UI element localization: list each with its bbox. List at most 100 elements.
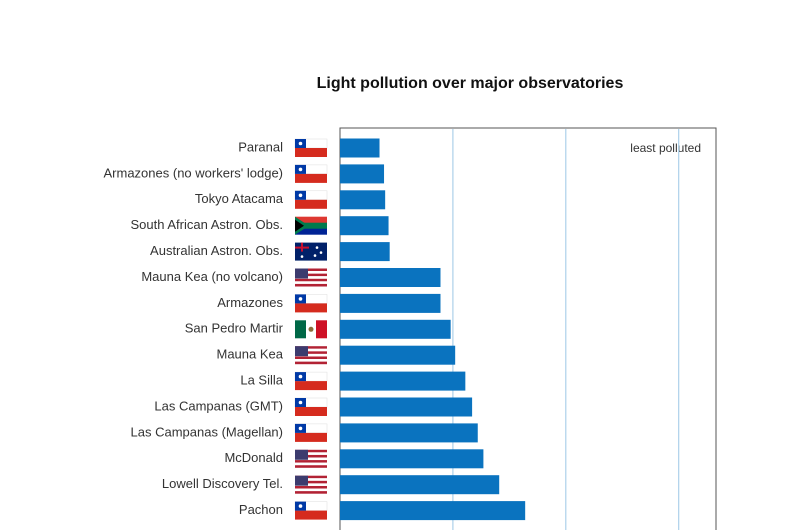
flag-part xyxy=(295,346,308,357)
flag xyxy=(295,320,327,339)
y-tick-label: Pachon xyxy=(239,502,283,517)
y-tick-label: Paranal xyxy=(238,139,283,154)
y-tick-label: Mauna Kea (no volcano) xyxy=(141,269,283,284)
flag-part xyxy=(295,475,327,479)
y-tick-label: Tokyo Atacama xyxy=(195,191,284,206)
y-tick-label: Armazones (no workers' lodge) xyxy=(104,165,284,180)
flag xyxy=(294,397,328,416)
bar xyxy=(340,138,380,158)
flag-part xyxy=(295,225,327,235)
y-tick-label: Las Campanas (GMT) xyxy=(154,398,283,413)
flag-part xyxy=(295,359,327,362)
bar xyxy=(340,501,526,521)
flag-part xyxy=(298,374,303,379)
flag-part xyxy=(295,222,327,229)
flag-part xyxy=(295,351,327,354)
flag-part xyxy=(301,242,303,252)
bar xyxy=(340,397,473,417)
flag-part xyxy=(295,348,327,352)
bar xyxy=(340,216,389,236)
flag-part xyxy=(295,353,327,357)
flag-part xyxy=(295,242,327,261)
flag-part xyxy=(313,254,317,257)
flag-part xyxy=(295,478,327,481)
flag-part xyxy=(295,173,327,183)
flag-part xyxy=(295,278,327,282)
flag-part xyxy=(295,510,327,520)
flag-part xyxy=(295,475,308,486)
flag-part xyxy=(298,504,303,508)
y-tick-label: Mauna Kea xyxy=(217,347,284,362)
flag-part xyxy=(295,454,327,458)
flag-part xyxy=(295,273,327,277)
flag xyxy=(294,138,328,157)
flag-part xyxy=(295,465,327,468)
flag-part xyxy=(295,491,327,494)
flag-part xyxy=(295,283,327,287)
flag-part xyxy=(308,326,314,332)
flag-part xyxy=(295,381,327,391)
flag-part xyxy=(295,462,327,466)
bar xyxy=(340,475,500,495)
flag-part xyxy=(295,271,327,274)
bar xyxy=(340,319,451,339)
bar xyxy=(340,371,466,391)
flag-part xyxy=(295,276,327,279)
flag-part xyxy=(295,361,327,365)
flag-part xyxy=(295,320,306,339)
flag-part xyxy=(295,457,327,461)
flag-part xyxy=(295,452,327,455)
flag-part xyxy=(298,193,303,198)
flag xyxy=(295,268,327,287)
flag-part xyxy=(295,449,308,460)
flag xyxy=(294,294,328,313)
flag-part xyxy=(316,320,327,339)
flag-part xyxy=(295,432,327,442)
flag-part xyxy=(295,216,327,226)
y-tick-label: San Pedro Martir xyxy=(185,321,284,336)
flag xyxy=(295,216,327,235)
bar xyxy=(340,293,441,313)
flag xyxy=(294,190,328,209)
flag xyxy=(294,164,328,183)
bar xyxy=(340,449,484,469)
flag xyxy=(294,501,328,520)
y-tick-label: Lowell Discovery Tel. xyxy=(162,476,283,491)
flag xyxy=(294,371,328,391)
flag-part xyxy=(295,483,327,486)
bar xyxy=(340,345,456,365)
y-tick-label: South African Astron. Obs. xyxy=(131,217,283,232)
flag xyxy=(295,242,327,261)
flag-part xyxy=(295,407,327,416)
flag-part xyxy=(295,460,327,463)
flag-part xyxy=(295,268,308,279)
flag-part xyxy=(295,356,327,360)
bar xyxy=(340,164,385,184)
y-tick-label: Australian Astron. Obs. xyxy=(150,243,283,258)
chart-title: Light pollution over major observatories xyxy=(317,75,624,92)
flag-part xyxy=(298,141,303,146)
flag xyxy=(295,475,327,494)
flag-part xyxy=(300,255,304,258)
annotation: least polluted xyxy=(630,141,701,155)
flag-part xyxy=(295,488,327,492)
y-tick-label: Las Campanas (Magellan) xyxy=(131,424,283,439)
bar xyxy=(340,268,441,287)
flag-part xyxy=(295,303,327,313)
y-tick-label: McDonald xyxy=(224,450,283,465)
flag-part xyxy=(295,485,327,489)
flag-part xyxy=(295,219,304,232)
flag-part xyxy=(295,449,327,453)
y-tick-label: La Silla xyxy=(240,373,283,388)
bar xyxy=(340,190,386,210)
flag-part xyxy=(295,268,327,272)
flag-part xyxy=(319,251,323,254)
flag xyxy=(295,346,327,365)
flag xyxy=(294,423,328,442)
bar xyxy=(340,423,478,443)
flag-part xyxy=(298,400,303,405)
flag xyxy=(295,449,327,468)
flag-part xyxy=(295,199,327,209)
flag-part xyxy=(298,426,303,431)
